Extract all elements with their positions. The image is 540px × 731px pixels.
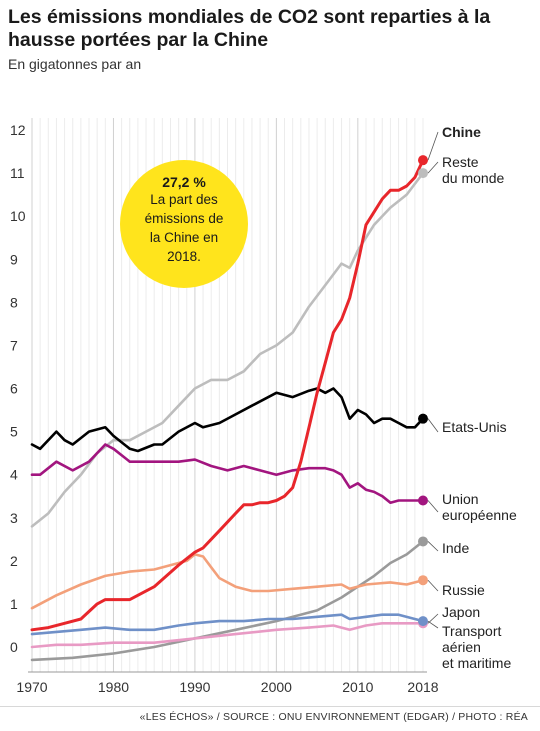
series-line-russie — [30, 553, 425, 610]
series-end-markers — [418, 155, 428, 629]
y-tick-label: 5 — [10, 424, 18, 440]
x-axis-ticks: 1970 1980 1990 2000 2010 2018 — [16, 679, 438, 695]
y-tick-label: 6 — [10, 381, 18, 397]
series-end-marker — [418, 536, 428, 547]
callout-value: 27,2 % — [162, 174, 206, 190]
series-end-marker — [418, 168, 428, 179]
label-leader-line — [427, 500, 439, 513]
series-line-transport-a-rien-et-maritime — [30, 613, 425, 636]
y-tick-label: 10 — [10, 208, 26, 224]
series-end-marker — [418, 575, 428, 586]
label-leader-line — [427, 161, 439, 174]
label-leader-line — [427, 131, 439, 161]
series-end-marker — [418, 616, 428, 627]
series-label-line: et maritime — [442, 655, 511, 671]
series-label-line: Inde — [442, 540, 469, 556]
series-lines — [30, 158, 425, 662]
source-credit: «LES ÉCHOS» / SOURCE : ONU ENVIRONNEMENT… — [139, 711, 528, 723]
series-end-marker — [418, 413, 428, 424]
y-tick-label: 9 — [10, 251, 18, 267]
series-label-line: Transport — [442, 623, 502, 639]
label-leader-line — [427, 613, 439, 624]
series-label: Inde — [442, 540, 469, 556]
series-end-marker — [418, 155, 428, 166]
y-tick-label: 12 — [10, 122, 26, 138]
series-label: Chine — [442, 124, 481, 140]
series-label: Union européenne — [442, 491, 517, 523]
series-label-line: Russie — [442, 582, 485, 598]
y-tick-label: 1 — [10, 596, 18, 612]
china-share-callout: 27,2 % La part des émissions de la Chine… — [120, 160, 248, 288]
series-label: Transport aérien et maritime — [442, 623, 511, 671]
series-label: Etats-Unis — [442, 419, 507, 435]
x-tick-label: 1980 — [98, 679, 129, 695]
x-tick-label: 2018 — [407, 679, 438, 695]
label-leader-line — [427, 541, 439, 552]
x-tick-label: 1970 — [16, 679, 47, 695]
series-label: Japon — [442, 604, 480, 620]
series-end-marker — [418, 495, 428, 506]
series-line-union-europ-enne — [30, 443, 425, 504]
y-tick-label: 4 — [10, 467, 18, 483]
y-tick-label: 3 — [10, 510, 18, 526]
x-tick-label: 1990 — [179, 679, 210, 695]
x-tick-label: 2010 — [342, 679, 373, 695]
y-tick-label: 7 — [10, 337, 18, 353]
series-label-line: Reste — [442, 154, 479, 170]
label-leader-line — [427, 418, 439, 433]
series-label-line: Union — [442, 491, 479, 507]
series-labels: Chine Reste du monde Etats-Unis Union europée… — [427, 124, 517, 671]
chart-subtitle: En gigatonnes par an — [8, 56, 142, 72]
series-label-line: Japon — [442, 604, 480, 620]
series-line-chine — [30, 158, 425, 632]
y-tick-label: 8 — [10, 294, 18, 310]
chart-title: Les émissions mondiales de CO2 sont repa… — [8, 6, 491, 51]
y-tick-label: 2 — [10, 553, 18, 569]
series-label-line: Chine — [442, 124, 481, 140]
series-line-inde — [30, 540, 425, 662]
callout-text: La part des émissions de la Chine en 201… — [144, 192, 224, 264]
series-label-line: aérien — [442, 639, 481, 655]
x-tick-label: 2000 — [261, 679, 292, 695]
series-line-japon — [30, 622, 425, 649]
series-label-line: du monde — [442, 170, 504, 186]
label-leader-line — [427, 579, 439, 592]
label-leader-line — [427, 620, 439, 629]
y-tick-label: 11 — [10, 165, 25, 181]
series-line-etats-unis — [30, 387, 425, 453]
series-label-line: européenne — [442, 507, 517, 523]
y-tick-label: 0 — [10, 639, 18, 655]
series-label-line: Etats-Unis — [442, 419, 507, 435]
series-label: Reste du monde — [442, 154, 504, 186]
series-label: Russie — [442, 582, 485, 598]
footer-divider — [0, 706, 540, 707]
